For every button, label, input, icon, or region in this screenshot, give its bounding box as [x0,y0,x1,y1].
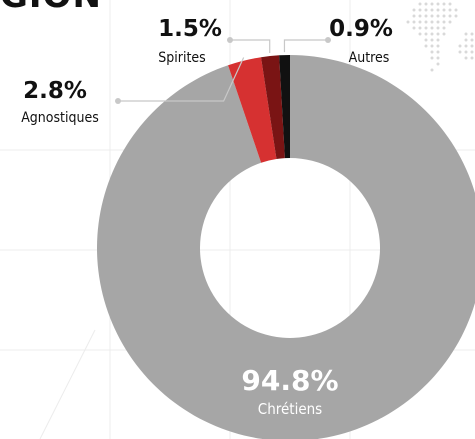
leader-line-autres-dot [325,37,331,43]
leader-line-spirites [230,39,271,54]
autres-category-label: Autres [349,50,390,66]
donut-slice-chretiens [97,55,475,439]
donut-slices [97,55,475,439]
leader-line-spirites-dot [227,37,233,43]
donut-slice-autres [279,55,290,159]
donut-slice-spirites [261,55,285,160]
leader-lines [115,37,331,104]
agnostiques-value-label: 2.8% [23,78,87,104]
leader-line-agnostiques [118,57,245,102]
agnostiques-category-label: Agnostiques [21,110,99,126]
spirites-category-label: Spirites [158,50,205,66]
donut-slice-agnostiques [228,57,277,163]
leader-line-autres [283,39,328,53]
page-title-fragment: GION [0,0,102,16]
autres-value-label: 0.9% [329,16,393,42]
spirites-value-label: 1.5% [158,16,222,42]
chretiens-category-label: Chrétiens [258,400,322,418]
leader-line-agnostiques-dot [115,98,121,104]
chretiens-value-label: 94.8% [241,364,338,397]
world-map-dots [406,2,474,72]
